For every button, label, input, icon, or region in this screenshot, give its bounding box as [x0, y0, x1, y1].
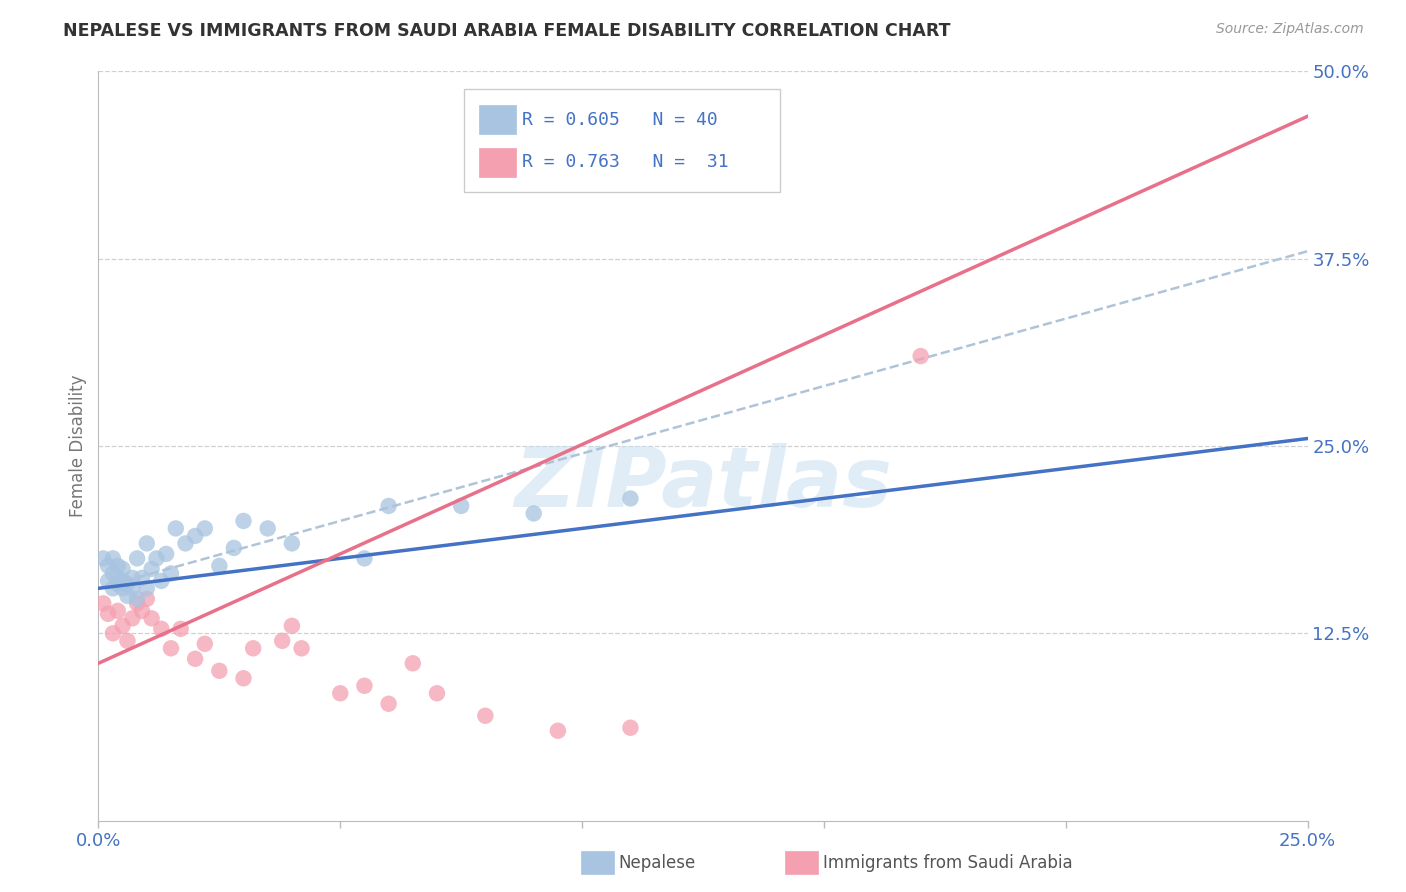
Point — [101, 626, 124, 640]
Point — [111, 582, 134, 596]
Point — [160, 641, 183, 656]
Point — [426, 686, 449, 700]
Text: ZIPatlas: ZIPatlas — [515, 443, 891, 524]
Point — [127, 596, 149, 610]
Point — [107, 571, 129, 585]
Point — [222, 541, 245, 555]
Point — [111, 619, 134, 633]
Point — [619, 721, 641, 735]
Point — [242, 641, 264, 656]
Point — [208, 558, 231, 573]
Point — [547, 723, 569, 738]
Point — [377, 499, 399, 513]
Point — [281, 619, 304, 633]
Point — [145, 551, 167, 566]
Point — [377, 697, 399, 711]
Point — [91, 596, 114, 610]
Point — [194, 521, 217, 535]
Point — [107, 558, 129, 573]
Point — [131, 604, 153, 618]
Point — [121, 571, 143, 585]
Point — [619, 491, 641, 506]
Point — [450, 499, 472, 513]
Point — [131, 571, 153, 585]
Point — [208, 664, 231, 678]
Point — [184, 652, 207, 666]
Point — [150, 574, 173, 588]
Point — [194, 637, 217, 651]
Point — [160, 566, 183, 581]
Point — [91, 551, 114, 566]
Point — [121, 611, 143, 625]
Point — [281, 536, 304, 550]
Point — [165, 521, 187, 535]
Point — [169, 622, 191, 636]
Point — [271, 633, 294, 648]
Point — [474, 708, 496, 723]
Point — [121, 582, 143, 596]
Point — [107, 604, 129, 618]
Text: R = 0.605   N = 40: R = 0.605 N = 40 — [522, 111, 717, 128]
Point — [232, 671, 254, 685]
Point — [101, 566, 124, 581]
Point — [111, 562, 134, 576]
Point — [910, 349, 932, 363]
Text: Immigrants from Saudi Arabia: Immigrants from Saudi Arabia — [823, 854, 1073, 871]
Text: NEPALESE VS IMMIGRANTS FROM SAUDI ARABIA FEMALE DISABILITY CORRELATION CHART: NEPALESE VS IMMIGRANTS FROM SAUDI ARABIA… — [63, 22, 950, 40]
Point — [353, 679, 375, 693]
Point — [141, 562, 163, 576]
Point — [141, 611, 163, 625]
Point — [127, 591, 149, 606]
Point — [135, 591, 157, 606]
Point — [155, 547, 177, 561]
Point — [290, 641, 312, 656]
Point — [117, 589, 139, 603]
Point — [329, 686, 352, 700]
Point — [150, 622, 173, 636]
Text: Source: ZipAtlas.com: Source: ZipAtlas.com — [1216, 22, 1364, 37]
Point — [117, 633, 139, 648]
Point — [97, 558, 120, 573]
Point — [135, 536, 157, 550]
Point — [101, 582, 124, 596]
Point — [232, 514, 254, 528]
Point — [174, 536, 197, 550]
Point — [256, 521, 278, 535]
Point — [127, 551, 149, 566]
Point — [184, 529, 207, 543]
Point — [523, 507, 546, 521]
Text: R = 0.763   N =  31: R = 0.763 N = 31 — [522, 153, 728, 171]
Point — [97, 607, 120, 621]
Y-axis label: Female Disability: Female Disability — [69, 375, 87, 517]
Point — [117, 577, 139, 591]
Point — [402, 657, 425, 671]
Point — [101, 551, 124, 566]
Point — [135, 582, 157, 596]
Point — [107, 577, 129, 591]
Point — [97, 574, 120, 588]
Point — [353, 551, 375, 566]
Point — [111, 574, 134, 588]
Text: Nepalese: Nepalese — [619, 854, 696, 871]
